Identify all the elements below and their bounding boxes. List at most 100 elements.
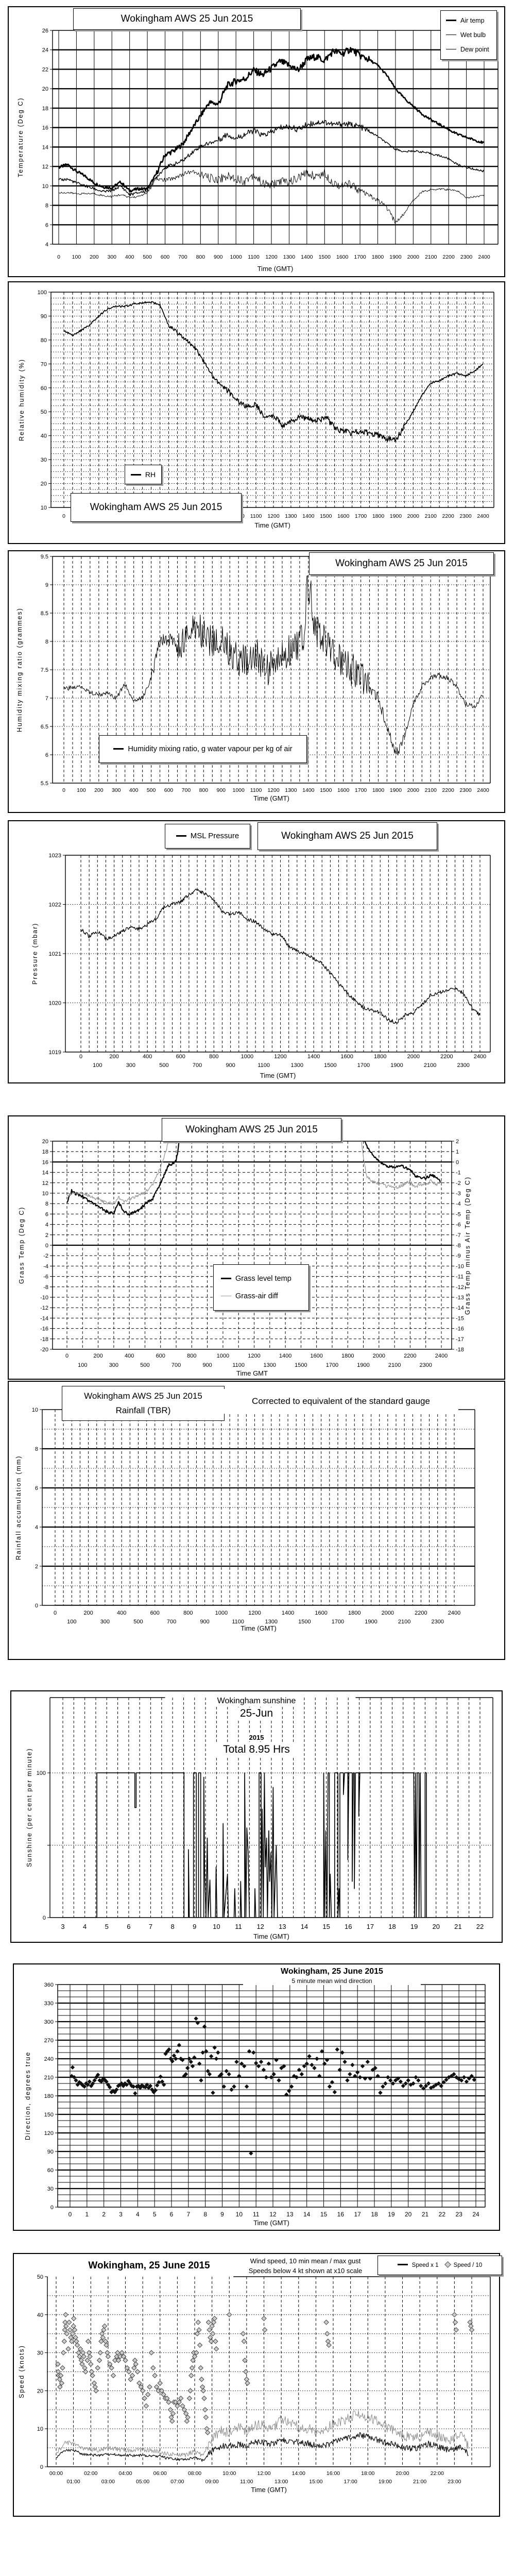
svg-text:10: 10 (42, 1191, 48, 1197)
svg-text:1900: 1900 (357, 1362, 369, 1368)
note-line-2: Speeds below 4 kt shown at x10 scale (248, 2267, 363, 2275)
svg-text:1020: 1020 (49, 1001, 61, 1007)
svg-text:40: 40 (41, 433, 47, 439)
svg-text:-12: -12 (456, 1284, 464, 1291)
svg-text:300: 300 (107, 254, 116, 260)
svg-text:-5: -5 (456, 1211, 461, 1217)
svg-text:1500: 1500 (319, 254, 331, 260)
svg-text:1900: 1900 (390, 513, 402, 519)
svg-text:11: 11 (235, 1923, 242, 1930)
chart-date: 25-Jun (232, 1707, 281, 1720)
mixing-ratio-chart-panel: 5.5 6 6.5 7 7.5 8 8.5 9 9.5 0 100 200 300 400 500 600 70… (8, 550, 505, 813)
svg-text:09:00: 09:00 (205, 2479, 218, 2485)
speed-x1-swatch (397, 2264, 408, 2266)
svg-text:9: 9 (220, 2211, 224, 2218)
svg-text:-1: -1 (456, 1170, 461, 1176)
svg-text:90: 90 (47, 2149, 54, 2155)
svg-text:1100: 1100 (248, 254, 260, 260)
chart-subtitle: Rainfall (TBR) (115, 1405, 171, 1415)
svg-text:270: 270 (44, 2038, 54, 2044)
svg-text:2300: 2300 (459, 513, 472, 519)
svg-text:30: 30 (41, 457, 47, 463)
svg-text:300: 300 (100, 1619, 110, 1625)
rh-line-swatch (130, 473, 141, 476)
svg-text:1500: 1500 (320, 513, 332, 519)
svg-text:13:00: 13:00 (274, 2479, 288, 2485)
chart-title-box: Wokingham AWS 25 Jun 2015 (309, 552, 494, 575)
svg-text:2400: 2400 (474, 1054, 486, 1060)
x-axis-label: Time GMT (236, 1369, 268, 1377)
svg-text:2400: 2400 (477, 513, 489, 519)
svg-text:1700: 1700 (357, 1062, 370, 1069)
svg-text:800: 800 (209, 1054, 218, 1060)
svg-text:1200: 1200 (267, 513, 280, 519)
svg-text:700: 700 (171, 1362, 181, 1368)
svg-text:23: 23 (455, 2211, 462, 2218)
svg-text:1400: 1400 (301, 254, 313, 260)
svg-text:18: 18 (42, 1149, 48, 1155)
svg-text:8: 8 (45, 203, 48, 209)
y-axis-label: Sunshine (per cent per minute) (26, 1748, 33, 1868)
svg-text:800: 800 (183, 1610, 193, 1616)
svg-text:1100: 1100 (232, 1619, 244, 1625)
svg-text:6: 6 (170, 2211, 174, 2218)
svg-text:01:00: 01:00 (66, 2479, 80, 2485)
svg-text:1100: 1100 (250, 787, 262, 793)
y-axis-label: Rainfall accumulation (mm) (15, 1455, 22, 1560)
svg-text:20: 20 (37, 2388, 43, 2394)
svg-text:2200: 2200 (442, 254, 455, 260)
svg-text:17: 17 (367, 1923, 374, 1930)
svg-text:100: 100 (67, 1619, 76, 1625)
svg-text:13: 13 (286, 2211, 294, 2218)
svg-text:3: 3 (61, 1923, 64, 1930)
sunshine-total: Total 8.95 Hrs (216, 1743, 297, 1756)
svg-text:1000: 1000 (215, 1610, 228, 1616)
svg-text:600: 600 (164, 787, 174, 793)
svg-text:0: 0 (62, 513, 65, 519)
y-axis-label: Humidity mixing ratio (grammes) (16, 607, 23, 732)
wind-speed-plot: 0 10 20 30 40 50 00:00 01:00 02:00 03:00 04:00 05:0… (14, 2254, 499, 2516)
rh-legend: RH (125, 465, 162, 484)
wind-speed-notes: Wind speed, 10 min mean / max gust Speed… (230, 2256, 381, 2276)
svg-text:8: 8 (171, 1923, 175, 1930)
legend-item: Wet bulb (446, 28, 496, 42)
chart-title: Wokingham AWS 25 Jun 2015 (84, 1391, 202, 1401)
svg-text:1500: 1500 (298, 1619, 311, 1625)
legend-item: Air temp (446, 13, 496, 28)
svg-text:-10: -10 (40, 1295, 48, 1301)
legend-item: Dew point (446, 42, 496, 57)
wind-direction-plot: 0 30 60 90 120 150 180 210 240 270 300 330 360 0 1 2 3 4 5… (14, 1964, 499, 2230)
svg-text:15: 15 (320, 2211, 328, 2218)
svg-text:14: 14 (303, 2211, 311, 2218)
y-axis-label: Relative humidity (%) (18, 358, 25, 442)
svg-text:2100: 2100 (398, 1619, 410, 1625)
svg-text:100: 100 (77, 787, 86, 793)
svg-text:600: 600 (156, 1353, 165, 1359)
temperature-chart-panel: 4 6 8 10 12 14 16 18 20 22 24 26 0 100 200 300 400 500 600… (8, 6, 505, 277)
svg-text:-6: -6 (456, 1222, 461, 1228)
svg-text:18:00: 18:00 (361, 2470, 374, 2477)
svg-text:2400: 2400 (477, 787, 489, 793)
svg-text:1500: 1500 (295, 1362, 307, 1368)
svg-text:1021: 1021 (49, 951, 61, 957)
svg-text:1800: 1800 (372, 787, 385, 793)
sunshine-chart-panel: 0 100 3 4 5 6 7 8 9 10 11 12 13 14 15 16 17 18 19 20 21 22 Wo… (10, 1690, 503, 1943)
svg-text:11: 11 (253, 2211, 260, 2218)
svg-text:50: 50 (41, 409, 47, 415)
svg-text:9: 9 (45, 582, 48, 588)
svg-text:1800: 1800 (348, 1610, 360, 1616)
svg-text:2200: 2200 (404, 1353, 416, 1359)
svg-text:-12: -12 (40, 1305, 48, 1311)
svg-text:300: 300 (109, 1362, 118, 1368)
chart-svg-3: 5.5 6 6.5 7 7.5 8 8.5 9 9.5 0 100 200 300 400 500 600 70… (41, 554, 491, 793)
svg-text:-16: -16 (40, 1326, 48, 1332)
mixing-ratio-plot: 5.5 6 6.5 7 7.5 8 8.5 9 9.5 0 100 200 300 400 500 600 70… (9, 551, 504, 812)
svg-text:1200: 1200 (248, 1610, 261, 1616)
svg-text:500: 500 (159, 1062, 168, 1069)
svg-text:2100: 2100 (425, 513, 437, 519)
legend-item: Grass-air diff (221, 1287, 308, 1305)
svg-text:05:00: 05:00 (136, 2479, 149, 2485)
svg-text:2: 2 (456, 1139, 459, 1145)
svg-text:16: 16 (42, 1159, 48, 1165)
svg-text:80: 80 (41, 337, 47, 344)
